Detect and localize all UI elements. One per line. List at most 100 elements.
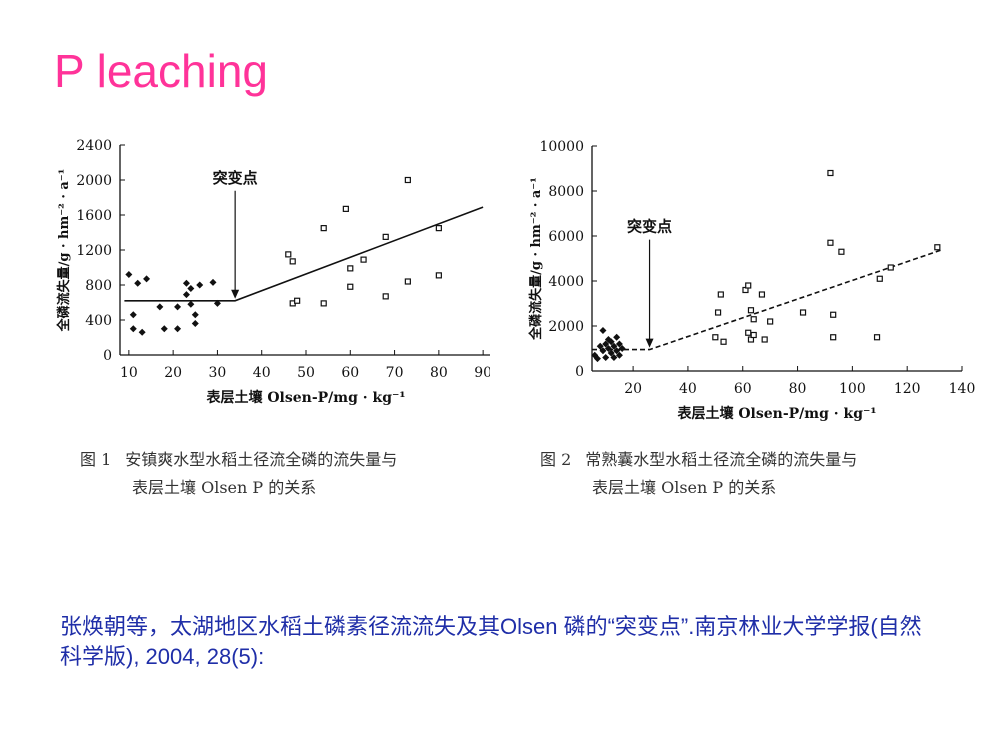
data-point-diamond — [613, 347, 621, 355]
data-point-square — [745, 329, 752, 336]
y-tick-label: 0 — [575, 364, 584, 380]
data-point-square — [404, 278, 411, 285]
data-point-square — [714, 309, 722, 316]
data-point-square — [838, 248, 845, 255]
data-point-diamond — [191, 320, 199, 327]
data-point-diamond — [213, 299, 221, 307]
data-point-diamond — [610, 342, 618, 350]
data-point-diamond — [615, 351, 623, 359]
x-tick-label: 30 — [209, 365, 227, 381]
figure-1-chart: 0 400 800 1200 1600 2000 2400 10 20 30 40 50 60 70 80 9… — [20, 128, 492, 418]
citation-text: 张焕朝等，太湖地区水稻土磷素径流流失及其Olsen 磷的“突变点”.南京林业大学… — [60, 614, 922, 669]
y-tick-label: 2000 — [76, 173, 112, 189]
x-tick-label: 80 — [430, 365, 448, 381]
y-axis-label: 全磷流失量/g · hm⁻² · a⁻¹ — [528, 177, 544, 341]
data-point-square — [382, 293, 389, 300]
data-point-square — [799, 309, 807, 316]
data-point-diamond — [129, 325, 137, 333]
x-axis-label: 表层土壤 Olsen-P/mg · kg⁻¹ — [205, 389, 405, 406]
annotation-arrow-head — [231, 289, 240, 299]
figure-1-svg: 0 400 800 1200 1600 2000 2400 10 20 30 40 50 60 70 80 9… — [56, 138, 492, 406]
figure-2-caption-line2: 表层土壤 Olsen P 的关系 — [592, 478, 777, 497]
figure-2-caption: 图 2 常熟囊水型水稻土径流全磷的流失量与 表层土壤 Olsen P 的关系 — [540, 446, 960, 502]
data-point-square — [342, 205, 349, 212]
y-tick-label: 2400 — [76, 138, 112, 154]
data-point-diamond — [156, 303, 164, 311]
y-tick-label: 2000 — [548, 319, 584, 335]
y-axis-label: 全磷流失量/g · hm⁻² · a⁻¹ — [56, 169, 72, 333]
x-tick-label: 70 — [386, 365, 404, 381]
data-point-diamond — [143, 275, 151, 283]
data-point-diamond — [191, 311, 199, 319]
data-point-square — [435, 225, 442, 232]
change-point-annotation: 突变点 — [627, 218, 672, 236]
figure-1-caption-line2: 表层土壤 Olsen P 的关系 — [132, 478, 317, 497]
y-tick-label: 10000 — [539, 139, 584, 155]
y-tick-label: 4000 — [548, 274, 584, 290]
data-point-square — [767, 318, 774, 325]
x-tick-label: 140 — [949, 381, 976, 397]
data-point-square — [720, 338, 727, 345]
data-point-diamond — [607, 338, 615, 346]
y-tick-label: 6000 — [548, 229, 584, 245]
x-tick-label: 20 — [624, 381, 642, 397]
data-point-square — [347, 283, 354, 290]
data-point-diamond — [613, 333, 621, 341]
x-axis-label: 表层土壤 Olsen-P/mg · kg⁻¹ — [676, 405, 876, 422]
figure-1-label: 图 1 — [80, 450, 112, 469]
x-tick-label: 10 — [120, 365, 138, 381]
figure-2-caption-line1: 常熟囊水型水稻土径流全磷的流失量与 — [585, 450, 858, 469]
data-point-diamond — [615, 340, 623, 348]
data-point-diamond — [618, 345, 626, 352]
data-point-square — [827, 169, 834, 177]
data-point-square — [717, 291, 724, 298]
data-point-square — [876, 275, 883, 282]
data-point-diamond — [129, 311, 137, 319]
data-point-square — [320, 225, 327, 232]
y-tick-label: 400 — [85, 313, 112, 329]
data-point-diamond — [209, 278, 217, 286]
x-tick-label: 20 — [164, 365, 182, 381]
data-point-square — [435, 272, 442, 279]
data-point-square — [750, 316, 757, 323]
data-point-diamond — [160, 325, 168, 333]
fit-line — [124, 206, 484, 302]
data-point-square — [289, 258, 296, 265]
x-tick-label: 60 — [734, 381, 752, 397]
data-point-square — [382, 233, 389, 240]
data-point-diamond — [196, 281, 204, 289]
data-point-diamond — [604, 336, 612, 343]
data-point-diamond — [134, 279, 142, 287]
data-point-diamond — [607, 349, 615, 357]
x-tick-label: 90 — [474, 365, 490, 381]
data-point-diamond — [599, 347, 607, 355]
x-tick-label: 120 — [894, 381, 921, 397]
figure-1-caption-line1: 安镇爽水型水稻土径流全磷的流失量与 — [125, 450, 398, 469]
x-tick-label: 100 — [839, 381, 866, 397]
data-point-square — [745, 282, 752, 289]
data-point-square — [830, 311, 837, 318]
data-point-diamond — [174, 325, 182, 333]
data-point-diamond — [593, 355, 601, 363]
data-point-square — [873, 334, 881, 341]
data-point-square — [285, 251, 292, 258]
x-tick-label: 80 — [789, 381, 807, 397]
x-tick-label: 60 — [341, 365, 359, 381]
data-point-diamond — [187, 285, 195, 292]
data-point-diamond — [174, 303, 182, 311]
figure-1-caption: 图 1 安镇爽水型水稻土径流全磷的流失量与 表层土壤 Olsen P 的关系 — [80, 446, 500, 502]
annotation-arrow-head — [645, 338, 654, 348]
x-tick-label: 40 — [253, 365, 271, 381]
data-point-diamond — [182, 291, 190, 299]
data-point-square — [747, 307, 755, 314]
data-point-square — [320, 300, 327, 307]
change-point-annotation: 突变点 — [213, 169, 258, 187]
figure-2-chart: 0 2000 4000 6000 8000 10000 20 40 60 80 100 120 140 表… — [492, 128, 982, 438]
data-point-square — [830, 334, 837, 341]
data-point-diamond — [599, 327, 607, 334]
y-tick-label: 8000 — [548, 184, 584, 200]
data-point-square — [347, 265, 354, 272]
data-point-diamond — [602, 354, 610, 361]
data-point-diamond — [182, 279, 190, 287]
slide-title: P leaching — [54, 45, 268, 97]
